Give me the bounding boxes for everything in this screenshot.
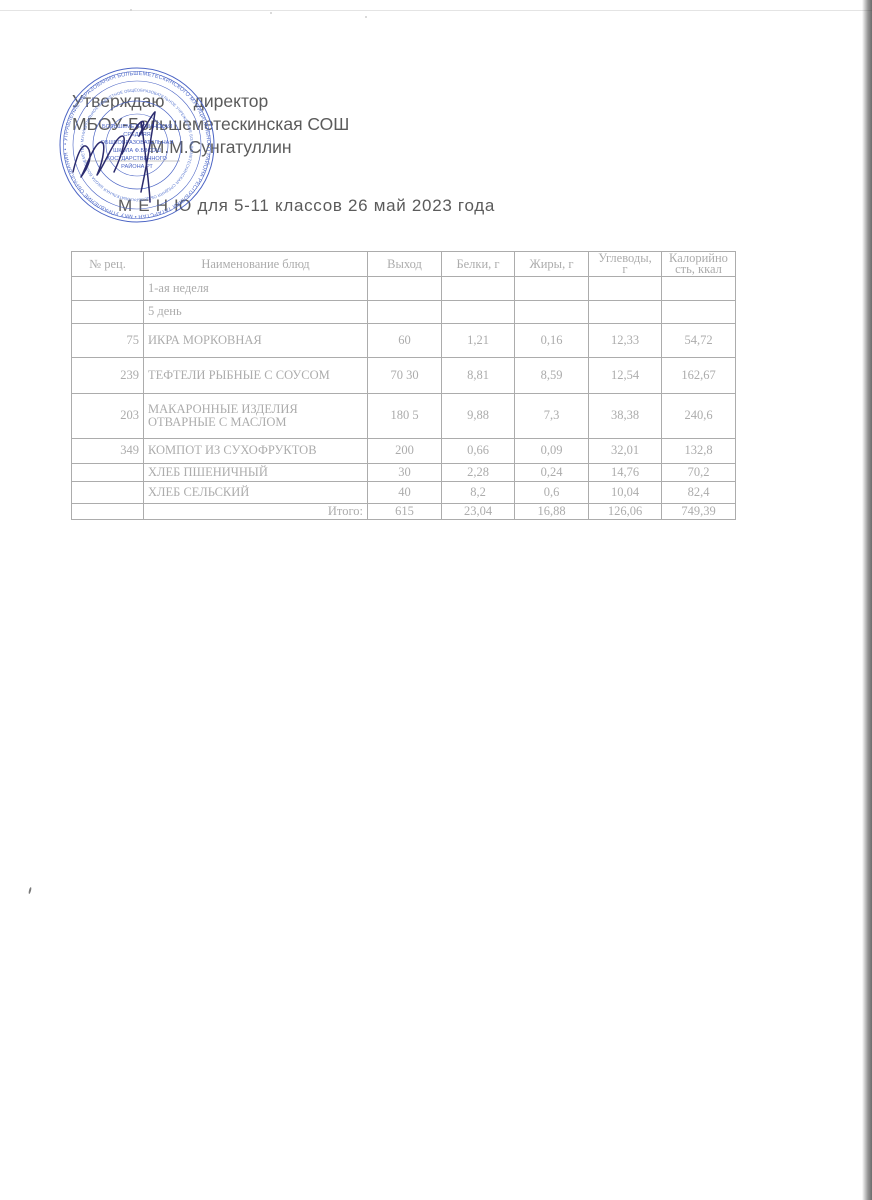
- svg-text:ШКОЛА Ф.БЗСОШ: ШКОЛА Ф.БЗСОШ: [113, 148, 161, 154]
- svg-text:СРЕДНЯЯ: СРЕДНЯЯ: [123, 132, 150, 138]
- svg-text:РАЙОНА РТ: РАЙОНА РТ: [121, 162, 153, 170]
- svg-text:ОБЩЕОБРАЗОВАТЕЛЬНАЯ: ОБЩЕОБРАЗОВАТЕЛЬНАЯ: [101, 140, 174, 146]
- svg-text:• МУНИЦИПАЛЬНОЕ БЮДЖЕТНОЕ ОБЩЕ: • МУНИЦИПАЛЬНОЕ БЮДЖЕТНОЕ ОБЩЕОБРАЗОВАТЕ…: [0, 0, 195, 203]
